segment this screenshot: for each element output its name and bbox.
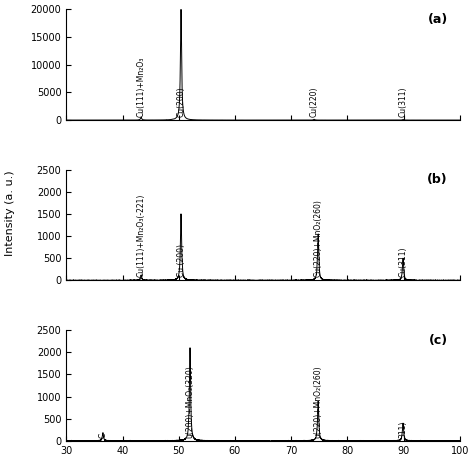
- Text: Intensity (a. u.): Intensity (a. u.): [5, 171, 15, 256]
- Text: Cu(111)+Mn₂O₃(-221): Cu(111)+Mn₂O₃(-221): [137, 194, 146, 277]
- Text: Cu (200): Cu (200): [176, 244, 185, 277]
- Text: Cu(220): Cu(220): [310, 86, 319, 117]
- Text: (c): (c): [429, 334, 448, 346]
- Text: Cu(311): Cu(311): [399, 246, 408, 277]
- Text: u(220)+MnO₂(260): u(220)+MnO₂(260): [314, 365, 323, 438]
- Text: Cu(220)+MnO₂(260): Cu(220)+MnO₂(260): [314, 199, 323, 277]
- Text: Cu(111)+Mn₂O₃: Cu(111)+Mn₂O₃: [137, 56, 146, 117]
- Text: Cu(311): Cu(311): [399, 86, 408, 117]
- Text: 311): 311): [399, 420, 408, 438]
- Text: u(200)+MnO₂(320): u(200)+MnO₂(320): [185, 365, 194, 438]
- Text: Cu(200): Cu(200): [176, 86, 185, 117]
- Text: C: C: [99, 432, 108, 438]
- Text: (b): (b): [428, 173, 448, 186]
- Text: (a): (a): [428, 13, 448, 26]
